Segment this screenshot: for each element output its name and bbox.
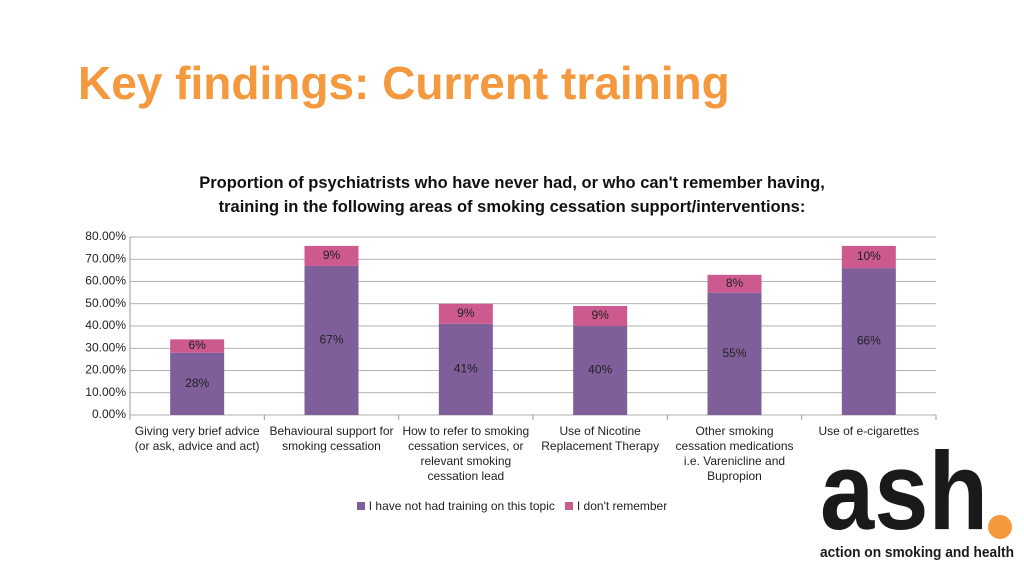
bar-segment (304, 245, 359, 266)
x-tick-label: How to refer to smoking cessation servic… (402, 424, 530, 483)
value-label: 9% (323, 248, 341, 262)
value-label: 40% (588, 363, 612, 377)
legend-swatch (564, 502, 573, 510)
y-tick-label: 10.00% (85, 385, 126, 399)
logo-tagline: action on smoking and health (820, 544, 1014, 561)
y-tick-label: 60.00% (85, 274, 126, 288)
legend-swatch (356, 502, 365, 510)
value-label: 67% (319, 333, 343, 347)
legend-item: I have not had training on this topic (356, 499, 555, 513)
value-label: 10% (857, 249, 881, 263)
bar-segment (573, 326, 628, 415)
legend-label: I have not had training on this topic (368, 499, 555, 513)
value-label: 9% (457, 306, 475, 320)
y-tick-label: 20.00% (85, 363, 126, 377)
value-label: 55% (722, 346, 746, 360)
bar-segment (841, 245, 896, 269)
x-tick-label: Other smoking cessation medications i.e.… (675, 424, 794, 483)
bar-segment (438, 303, 493, 324)
bar-segment (304, 265, 359, 415)
legend: I have not had training on this topic I d… (0, 499, 1024, 513)
x-tick-label: Behavioural support for smoking cessatio… (269, 424, 394, 453)
chart-title: Proportion of psychiatrists who have nev… (199, 174, 825, 216)
bar-segment (573, 305, 628, 326)
y-tick-label: 40.00% (85, 318, 126, 332)
y-tick-label: 0.00% (92, 407, 126, 421)
x-tick-label: Giving very brief advice (or ask, advice… (134, 424, 260, 453)
y-tick-label: 50.00% (85, 296, 126, 310)
slide-title: Key findings: Current training (78, 57, 730, 109)
legend-label: I don't remember (576, 499, 668, 513)
bar-segment (438, 323, 493, 415)
value-label: 6% (188, 338, 206, 352)
x-tick-label: Use of Nicotine Replacement Therapy (541, 424, 660, 453)
x-tick-label: Use of e-cigarettes (818, 424, 920, 438)
legend-item: I don't remember (564, 499, 668, 513)
value-label: 9% (591, 308, 609, 322)
y-tick-label: 70.00% (85, 251, 126, 265)
y-tick-label: 30.00% (85, 340, 126, 354)
bar-segment (841, 268, 896, 415)
value-label: 66% (857, 334, 881, 348)
value-label: 41% (454, 362, 478, 376)
bar-segment (707, 274, 762, 293)
bar-segment (707, 292, 762, 415)
value-label: 8% (726, 276, 744, 290)
bar-segment (170, 339, 225, 353)
bar-segment (170, 352, 225, 415)
value-label: 28% (185, 376, 209, 390)
logo-dot (988, 515, 1012, 539)
y-tick-label: 80.00% (85, 229, 126, 243)
logo-name: ash (820, 430, 988, 553)
